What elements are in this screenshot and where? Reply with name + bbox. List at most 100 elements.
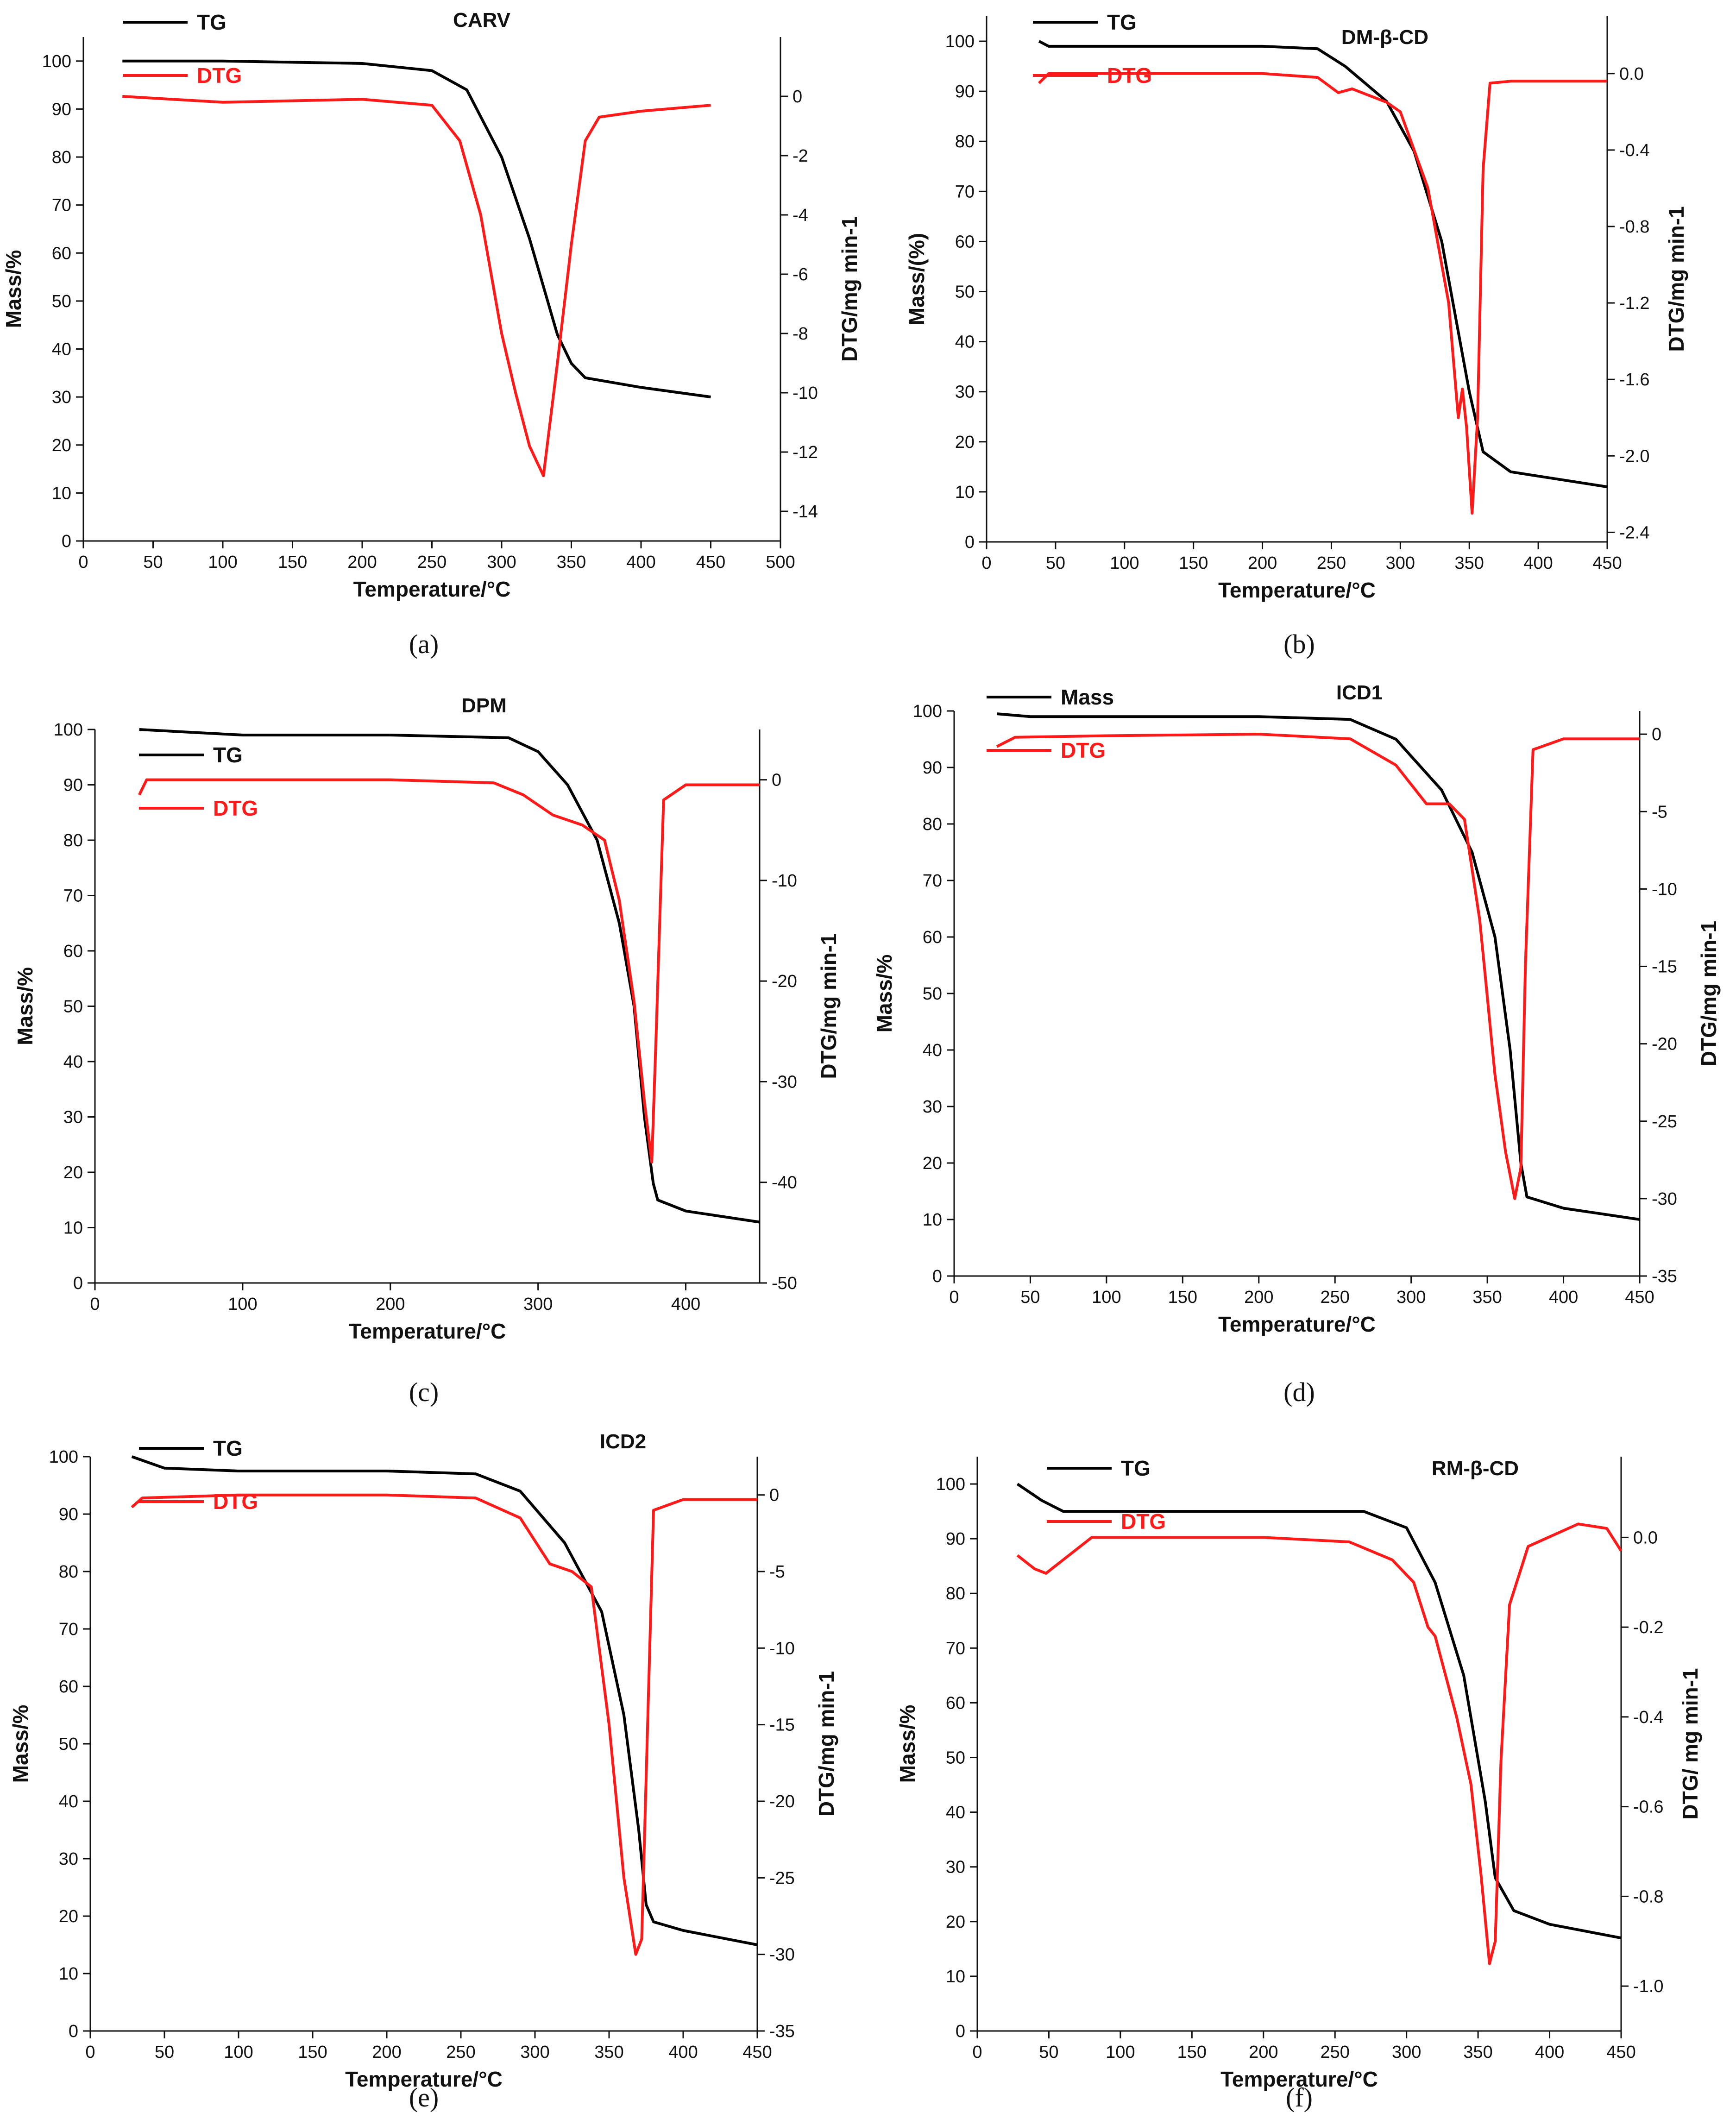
x-axis-title: Temperature/°C [345, 2067, 503, 2091]
x-tick-label: 250 [417, 553, 447, 572]
y-tick-label: 50 [59, 1735, 78, 1754]
panel-caption: (d) [1283, 1377, 1315, 1407]
y2-tick-label: -5 [769, 1562, 785, 1582]
x-tick-label: 350 [557, 553, 586, 572]
x-tick-label: 300 [523, 1295, 553, 1314]
y-axis-title: Mass/(%) [905, 233, 929, 325]
panel-a: 0 50 100 150 200 250 300 350 400 450 5000102030405… [1, 9, 862, 659]
y-tick-label: 40 [59, 1792, 78, 1811]
series-line-tg [122, 59, 711, 399]
y2-axis-title: DTG/mg min-1 [837, 216, 862, 362]
y-tick-label: 30 [52, 388, 71, 407]
y2-tick-label: -2 [793, 146, 808, 166]
series-line-dtg [138, 778, 760, 1164]
y-tick-label: 0 [62, 532, 71, 551]
y2-tick-label: -20 [772, 972, 797, 991]
x-tick-label: 50 [1020, 1288, 1040, 1307]
panel-caption: (f) [1286, 2082, 1313, 2112]
y-tick-label: 20 [52, 436, 71, 455]
x-tick-label: 50 [1039, 2043, 1058, 2062]
panel-b: 0 50 100 150 200 250 300 350 400 450 0 10 20 30 40 50 60… [905, 10, 1688, 659]
y-tick-label: 70 [59, 1620, 78, 1639]
panel-f: 0 50 100 150 200 250 300 350 400 450 0 10 20 30 40 50 60… [895, 1456, 1702, 2112]
legend-label: TG [213, 743, 243, 767]
x-tick-label: 400 [1523, 553, 1553, 573]
x-tick-label: 200 [347, 553, 377, 572]
x-tick-label: 150 [1168, 1288, 1197, 1307]
y2-tick-label: -20 [1652, 1035, 1677, 1054]
y-tick-label: 100 [913, 702, 942, 721]
y2-tick-label: -10 [769, 1639, 795, 1658]
y2-axis-title: DTG/mg min-1 [814, 1671, 838, 1817]
panel-title: RM-β-CD [1432, 1457, 1519, 1480]
y-tick-label: 90 [946, 1529, 965, 1549]
x-tick-label: 100 [228, 1295, 257, 1314]
y-tick-label: 30 [59, 1849, 78, 1869]
panel-title: ICD2 [600, 1430, 646, 1453]
series-line-mass [996, 712, 1640, 1221]
panel-title: ICD1 [1336, 681, 1383, 704]
y2-tick-label: -0.4 [1633, 1708, 1663, 1727]
y-tick-label: 50 [923, 984, 942, 1004]
y2-axis-title: DTG/ mg min-1 [1678, 1668, 1702, 1819]
x-tick-label: 0 [949, 1288, 959, 1307]
x-tick-label: 300 [1396, 1288, 1426, 1307]
panel-caption: (c) [409, 1377, 439, 1407]
y-tick-label: 70 [923, 871, 942, 891]
y2-tick-label: -0.4 [1619, 141, 1649, 160]
series-line-tg [139, 728, 760, 1224]
y-tick-label: 20 [955, 433, 975, 452]
series-line-dtg [122, 95, 711, 478]
legend-label: DTG [1107, 63, 1152, 88]
y-tick-label: 40 [955, 333, 975, 352]
y-tick-label: 80 [923, 815, 942, 834]
y-tick-label: 30 [63, 1108, 83, 1127]
series-line-tg [1038, 40, 1608, 489]
y-tick-label: 10 [946, 1967, 965, 1987]
y2-tick-label: -10 [772, 871, 797, 891]
x-tick-label: 0 [85, 2043, 95, 2062]
legend-label: DTG [1121, 1509, 1166, 1534]
y2-tick-label: -30 [772, 1072, 797, 1092]
x-tick-label: 400 [1535, 2043, 1564, 2062]
y-tick-label: 70 [946, 1639, 965, 1658]
x-tick-label: 300 [487, 553, 516, 572]
y-tick-label: 80 [946, 1584, 965, 1603]
x-tick-label: 50 [1046, 553, 1065, 573]
y-axis-title: Mass/% [872, 955, 896, 1033]
y-tick-label: 10 [63, 1219, 83, 1238]
y2-tick-label: -0.6 [1633, 1798, 1663, 1817]
x-tick-label: 400 [1549, 1288, 1578, 1307]
x-tick-label: 150 [1179, 553, 1208, 573]
y-tick-label: 60 [52, 244, 71, 263]
y-tick-label: 80 [955, 132, 975, 151]
x-tick-label: 0 [981, 553, 991, 573]
y-tick-label: 50 [955, 283, 975, 302]
y-tick-label: 60 [955, 232, 975, 251]
legend-label: DTG [213, 1490, 258, 1514]
x-tick-label: 450 [742, 2043, 772, 2062]
y-tick-label: 90 [59, 1505, 78, 1524]
panel-caption: (b) [1283, 629, 1315, 659]
x-tick-label: 100 [1106, 2043, 1135, 2062]
y-tick-label: 80 [52, 148, 71, 167]
y2-tick-label: -5 [1652, 802, 1667, 822]
y2-tick-label: -35 [769, 2022, 795, 2041]
x-axis-title: Temperature/°C [1218, 578, 1376, 602]
y2-tick-label: -30 [1652, 1189, 1677, 1209]
panel-d: 0 50 100 150 200 250 300 350 400 450 0 10 20 30 40 50 60… [872, 681, 1721, 1407]
y-tick-label: 100 [42, 52, 71, 71]
legend-label: TG [197, 10, 226, 34]
series-line-dtg [1038, 72, 1607, 515]
y-tick-label: 0 [932, 1267, 942, 1286]
y-tick-label: 60 [59, 1677, 78, 1697]
x-axis-title: Temperature/°C [1220, 2067, 1378, 2091]
y-tick-label: 100 [945, 32, 975, 51]
y2-tick-label: -2.0 [1619, 446, 1649, 466]
y-tick-label: 10 [59, 1964, 78, 1984]
y-tick-label: 0 [956, 2022, 965, 2041]
y-tick-label: 100 [936, 1475, 965, 1494]
y2-tick-label: 0 [1652, 725, 1661, 744]
y-tick-label: 90 [955, 82, 975, 101]
